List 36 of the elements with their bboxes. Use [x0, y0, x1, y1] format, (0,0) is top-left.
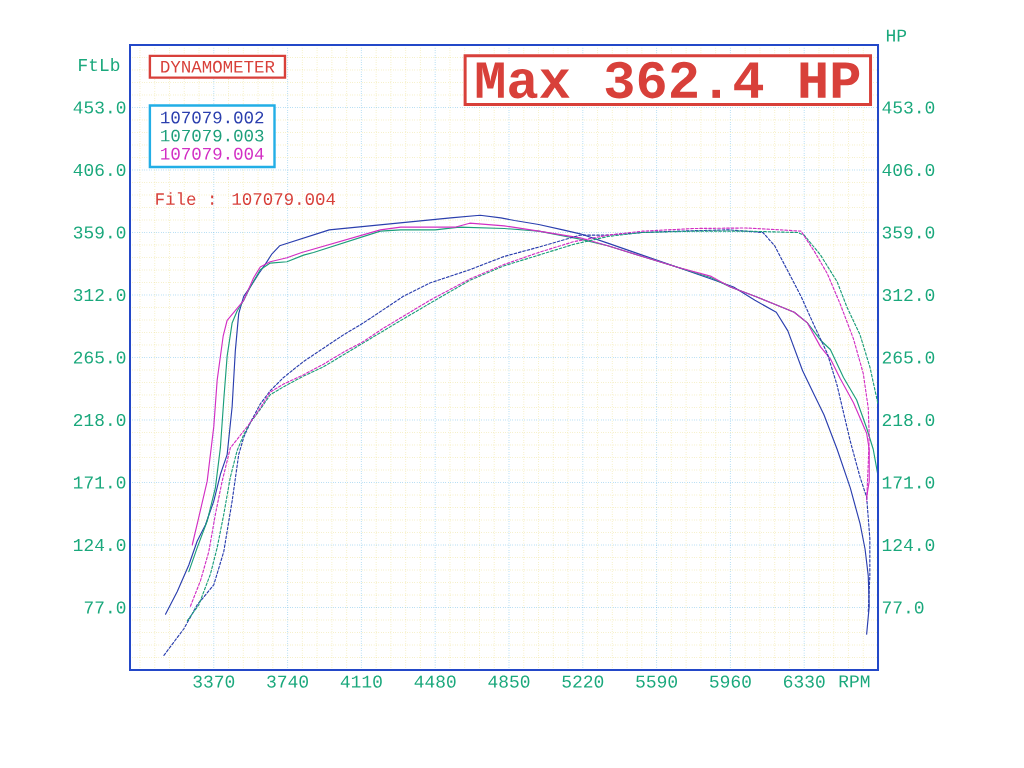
- y-tick-label: 453.0: [73, 101, 126, 114]
- x-tick-label: 6330: [784, 675, 825, 688]
- x-tick-label: 4480: [414, 675, 456, 688]
- y2-tick-label: 77.0: [882, 601, 924, 614]
- y-tick-label: 265.0: [73, 351, 126, 364]
- y-tick-label: 218.0: [73, 413, 126, 427]
- x-tick-label: 5590: [636, 675, 678, 688]
- x-tick-label: 3370: [193, 675, 235, 688]
- x-axis-title: RPM: [839, 675, 870, 688]
- y2-tick-label: 265.0: [882, 351, 935, 364]
- y2-tick-label: 124.0: [882, 538, 935, 552]
- y-tick-label: 171.0: [73, 476, 126, 489]
- annotation: File : 107079.004: [156, 192, 336, 205]
- x-tick-label: 4850: [488, 675, 530, 688]
- x-tick-label: 4110: [340, 675, 382, 688]
- x-tick-label: 3740: [267, 675, 308, 688]
- y2-tick-label: 312.0: [882, 288, 935, 302]
- y-tick-label: 406.0: [73, 163, 126, 177]
- y2-tick-label: 453.0: [882, 101, 935, 114]
- text: 107079.004: [161, 147, 264, 160]
- text: DYNAMOMETER: [161, 60, 275, 73]
- y-axis-title: FtLb: [79, 57, 120, 72]
- y-tick-label: 312.0: [73, 288, 126, 302]
- annotation: Max 362.4 HP: [476, 61, 860, 99]
- x-tick-label: 5960: [710, 675, 751, 688]
- x-tick-label: 5220: [562, 675, 604, 688]
- y-tick-label: 359.0: [73, 226, 126, 239]
- y2-tick-label: 171.0: [882, 476, 935, 489]
- text: 107079.002: [161, 111, 264, 124]
- y2-tick-label: 218.0: [882, 413, 935, 427]
- y-tick-label: 124.0: [73, 538, 126, 552]
- text: 107079.003: [161, 129, 264, 142]
- y2-tick-label: 406.0: [882, 163, 935, 177]
- y-tick-label: 77.0: [84, 601, 126, 614]
- y2-tick-label: 359.0: [882, 226, 935, 239]
- y2-axis-title: HP: [886, 29, 907, 42]
